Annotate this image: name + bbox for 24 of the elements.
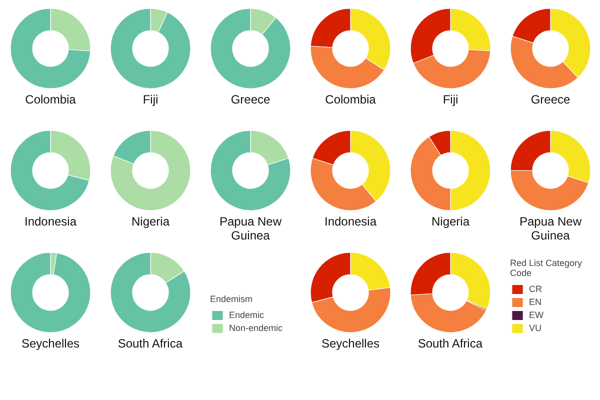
text: Seychelles: [21, 336, 80, 350]
legend-label: EN: [529, 296, 543, 308]
text: Fiji: [442, 92, 458, 106]
text: Nigeria: [131, 214, 170, 228]
text: Papua New Guinea: [519, 214, 582, 242]
text: Seychelles: [321, 336, 380, 350]
text: Colombia: [325, 92, 376, 106]
legend-title: Endemism: [210, 294, 254, 304]
legend-label: Endemic: [229, 309, 264, 321]
legend-label: VU: [529, 322, 543, 334]
text: Nigeria: [431, 214, 470, 228]
text: Greece: [230, 92, 270, 106]
text: Indonesia: [324, 214, 377, 228]
legend-label: EW: [529, 309, 544, 321]
text: Colombia: [25, 92, 76, 106]
text: Greece: [530, 92, 570, 106]
legend-label: CR: [529, 283, 543, 295]
legend-label: Non-endemic: [229, 322, 283, 334]
legend-title: Red List Category Code: [510, 258, 582, 278]
text: Fiji: [142, 92, 158, 106]
text: South Africa: [118, 336, 183, 350]
text: Papua New Guinea: [219, 214, 282, 242]
text: South Africa: [418, 336, 483, 350]
text: Indonesia: [24, 214, 77, 228]
